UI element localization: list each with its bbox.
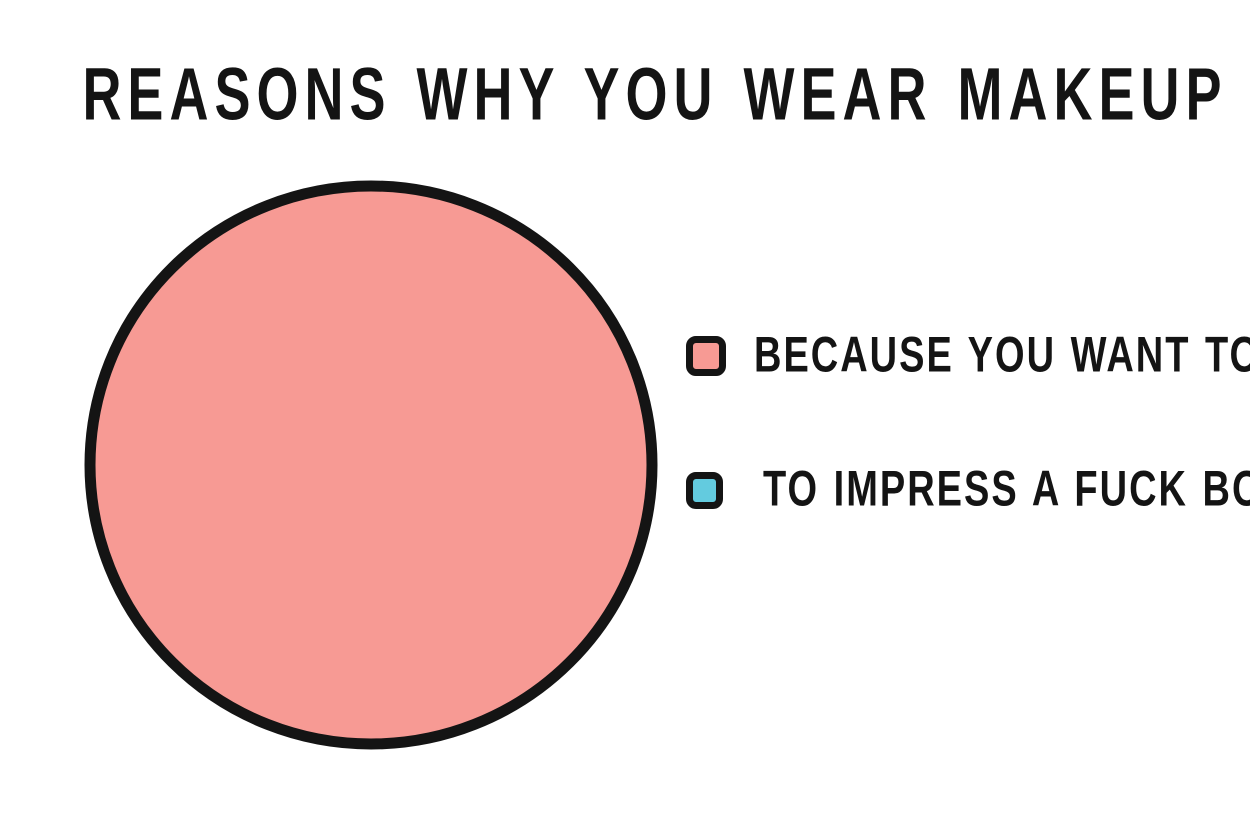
legend-swatch-teal <box>686 471 723 509</box>
legend-item-because-you-want-to: BECAUSE YOU WANT TO <box>686 328 1250 383</box>
pie-chart <box>84 180 658 750</box>
chart-title: REASONS WHY YOU WEAR MAKEUP <box>82 53 1228 137</box>
legend-label-to-impress-a-fuck-boy: TO IMPRESS A FUCK BOY <box>763 461 1250 518</box>
pie-slice-because-you-want-to <box>84 180 658 750</box>
legend-label-because-you-want-to: BECAUSE YOU WANT TO <box>754 327 1250 384</box>
legend-item-to-impress-a-fuck-boy: TO IMPRESS A FUCK BOY <box>686 462 1250 517</box>
pie-chart-svg <box>84 180 658 750</box>
legend: BECAUSE YOU WANT TO TO IMPRESS A FUCK BO… <box>686 328 1250 517</box>
legend-swatch-pink <box>686 336 726 376</box>
